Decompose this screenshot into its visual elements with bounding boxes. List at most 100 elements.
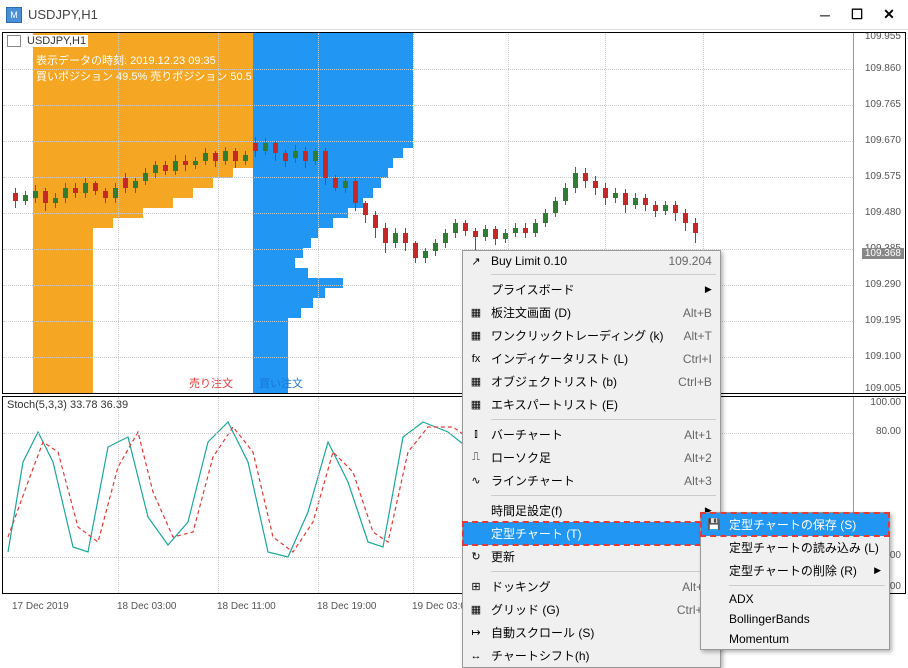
menu-item[interactable]: 定型チャートの読み込み (L) [701, 536, 889, 559]
y-tick-label: 109.860 [865, 63, 901, 74]
candle-body [573, 173, 578, 188]
menu-item[interactable]: ↗Buy Limit 0.10109.204 [463, 251, 720, 271]
menu-item[interactable]: 定型チャートの削除 (R)▶ [701, 559, 889, 582]
menu-item[interactable]: ADX [701, 589, 889, 609]
volume-profile-orange-bar [33, 218, 113, 228]
candle-body [243, 155, 248, 161]
candle-body [263, 143, 268, 151]
candle-body [523, 228, 528, 233]
candle-body [163, 165, 168, 171]
candle-body [453, 223, 458, 233]
candle-body [403, 233, 408, 243]
volume-profile-blue-bar [253, 288, 325, 298]
volume-profile-blue-bar [253, 178, 381, 188]
menu-item[interactable]: 💾定型チャートの保存 (S) [701, 513, 889, 536]
menu-item[interactable]: ▦エキスパートリスト (E) [463, 393, 720, 416]
candle-body [113, 188, 118, 198]
window-title: USDJPY,H1 [28, 7, 818, 22]
close-button[interactable]: ✕ [882, 8, 896, 22]
menu-label: バーチャート [491, 426, 664, 443]
titlebar: M USDJPY,H1 ─ ☐ ✕ [0, 0, 908, 30]
menu-icon: ▦ [468, 602, 484, 618]
menu-label: Buy Limit 0.10 [491, 254, 648, 268]
grid-line [118, 33, 119, 393]
menu-separator [491, 571, 716, 572]
candle-body [643, 198, 648, 205]
menu-item[interactable]: ⫾バーチャートAlt+1 [463, 423, 720, 446]
menu-label: 定型チャートの読み込み (L) [729, 539, 881, 556]
candle-body [173, 161, 178, 171]
menu-item[interactable]: ∿ラインチャートAlt+3 [463, 469, 720, 492]
menu-icon: ⊞ [468, 579, 484, 595]
menu-label: 自動スクロール (S) [491, 624, 712, 641]
menu-separator [491, 274, 716, 275]
template-submenu[interactable]: 💾定型チャートの保存 (S) 定型チャートの読み込み (L) 定型チャートの削除 (… [700, 512, 890, 650]
grid-line [3, 69, 853, 70]
candle-body [483, 229, 488, 237]
candle-body [553, 201, 558, 213]
menu-separator [491, 419, 716, 420]
menu-item[interactable]: ⎍ローソク足Alt+2 [463, 446, 720, 469]
candle-body [633, 198, 638, 205]
maximize-button[interactable]: ☐ [850, 8, 864, 22]
candle-body [653, 205, 658, 211]
menu-label: ADX [729, 592, 881, 606]
menu-separator [729, 585, 885, 586]
context-menu[interactable]: ↗Buy Limit 0.10109.204 プライスボード▶▦板注文画面 (D)… [462, 250, 721, 668]
candle-body [423, 251, 428, 258]
menu-item[interactable]: ⊞ドッキングAlt+D [463, 575, 720, 598]
candle-body [663, 205, 668, 211]
y-tick-label: 80.00 [876, 426, 901, 437]
menu-shortcut: Ctrl+B [678, 375, 712, 389]
candle-body [443, 233, 448, 243]
candle-body [313, 151, 318, 161]
volume-profile-blue-bar [253, 278, 343, 288]
menu-label: BollingerBands [729, 612, 881, 626]
grid-line [3, 105, 853, 106]
menu-item[interactable]: プライスボード▶ [463, 278, 720, 301]
volume-profile-blue-bar [253, 298, 313, 308]
minimize-button[interactable]: ─ [818, 8, 832, 22]
candle-body [283, 153, 288, 161]
menu-item[interactable]: ↔チャートシフト(h) [463, 644, 720, 667]
menu-label: 定型チャート (T) [491, 525, 697, 542]
volume-profile-blue-bar [253, 238, 311, 248]
candle-body [543, 213, 548, 223]
menu-item[interactable]: ↦自動スクロール (S) [463, 621, 720, 644]
menu-icon: ▦ [468, 305, 484, 321]
candle-body [623, 193, 628, 205]
menu-item[interactable]: fxインディケータリスト (L)Ctrl+I [463, 347, 720, 370]
main-chart[interactable]: USDJPY,H1 表示データの時刻: 2019.12.23 09:35 買いポ… [2, 32, 906, 394]
time-label: 18 Dec 19:00 [317, 601, 377, 612]
volume-profile-orange-bar [33, 228, 93, 394]
candle-body [373, 215, 378, 228]
menu-item[interactable]: Momentum [701, 629, 889, 649]
menu-item[interactable]: ▦ワンクリックトレーディング (k)Alt+T [463, 324, 720, 347]
candle-body [393, 233, 398, 243]
candle-body [133, 181, 138, 188]
menu-shortcut: Alt+2 [684, 451, 712, 465]
menu-item[interactable]: ↻更新 [463, 545, 720, 568]
volume-profile-blue-bar [253, 308, 301, 318]
menu-shortcut: Alt+T [684, 329, 712, 343]
candle-body [433, 243, 438, 251]
time-label: 18 Dec 03:00 [117, 601, 177, 612]
menu-label: Momentum [729, 632, 881, 646]
time-label: 17 Dec 2019 [12, 601, 69, 612]
menu-item[interactable]: ▦グリッド (G)Ctrl+G [463, 598, 720, 621]
candle-body [143, 173, 148, 181]
submenu-arrow-icon: ▶ [874, 565, 881, 576]
menu-item[interactable]: ▦オブジェクトリスト (b)Ctrl+B [463, 370, 720, 393]
candle-body [13, 193, 18, 201]
menu-item[interactable]: 定型チャート (T)▶ [463, 522, 720, 545]
menu-item[interactable]: ▦板注文画面 (D)Alt+B [463, 301, 720, 324]
menu-item[interactable]: BollingerBands [701, 609, 889, 629]
menu-item[interactable]: 時間足設定(f)▶ [463, 499, 720, 522]
candle-body [53, 198, 58, 203]
candle-body [203, 153, 208, 161]
candle-body [533, 223, 538, 233]
y-tick-label: 109.480 [865, 207, 901, 218]
menu-icon: ↔ [468, 648, 484, 664]
candle-body [323, 151, 328, 178]
menu-label: ドッキング [491, 578, 662, 595]
